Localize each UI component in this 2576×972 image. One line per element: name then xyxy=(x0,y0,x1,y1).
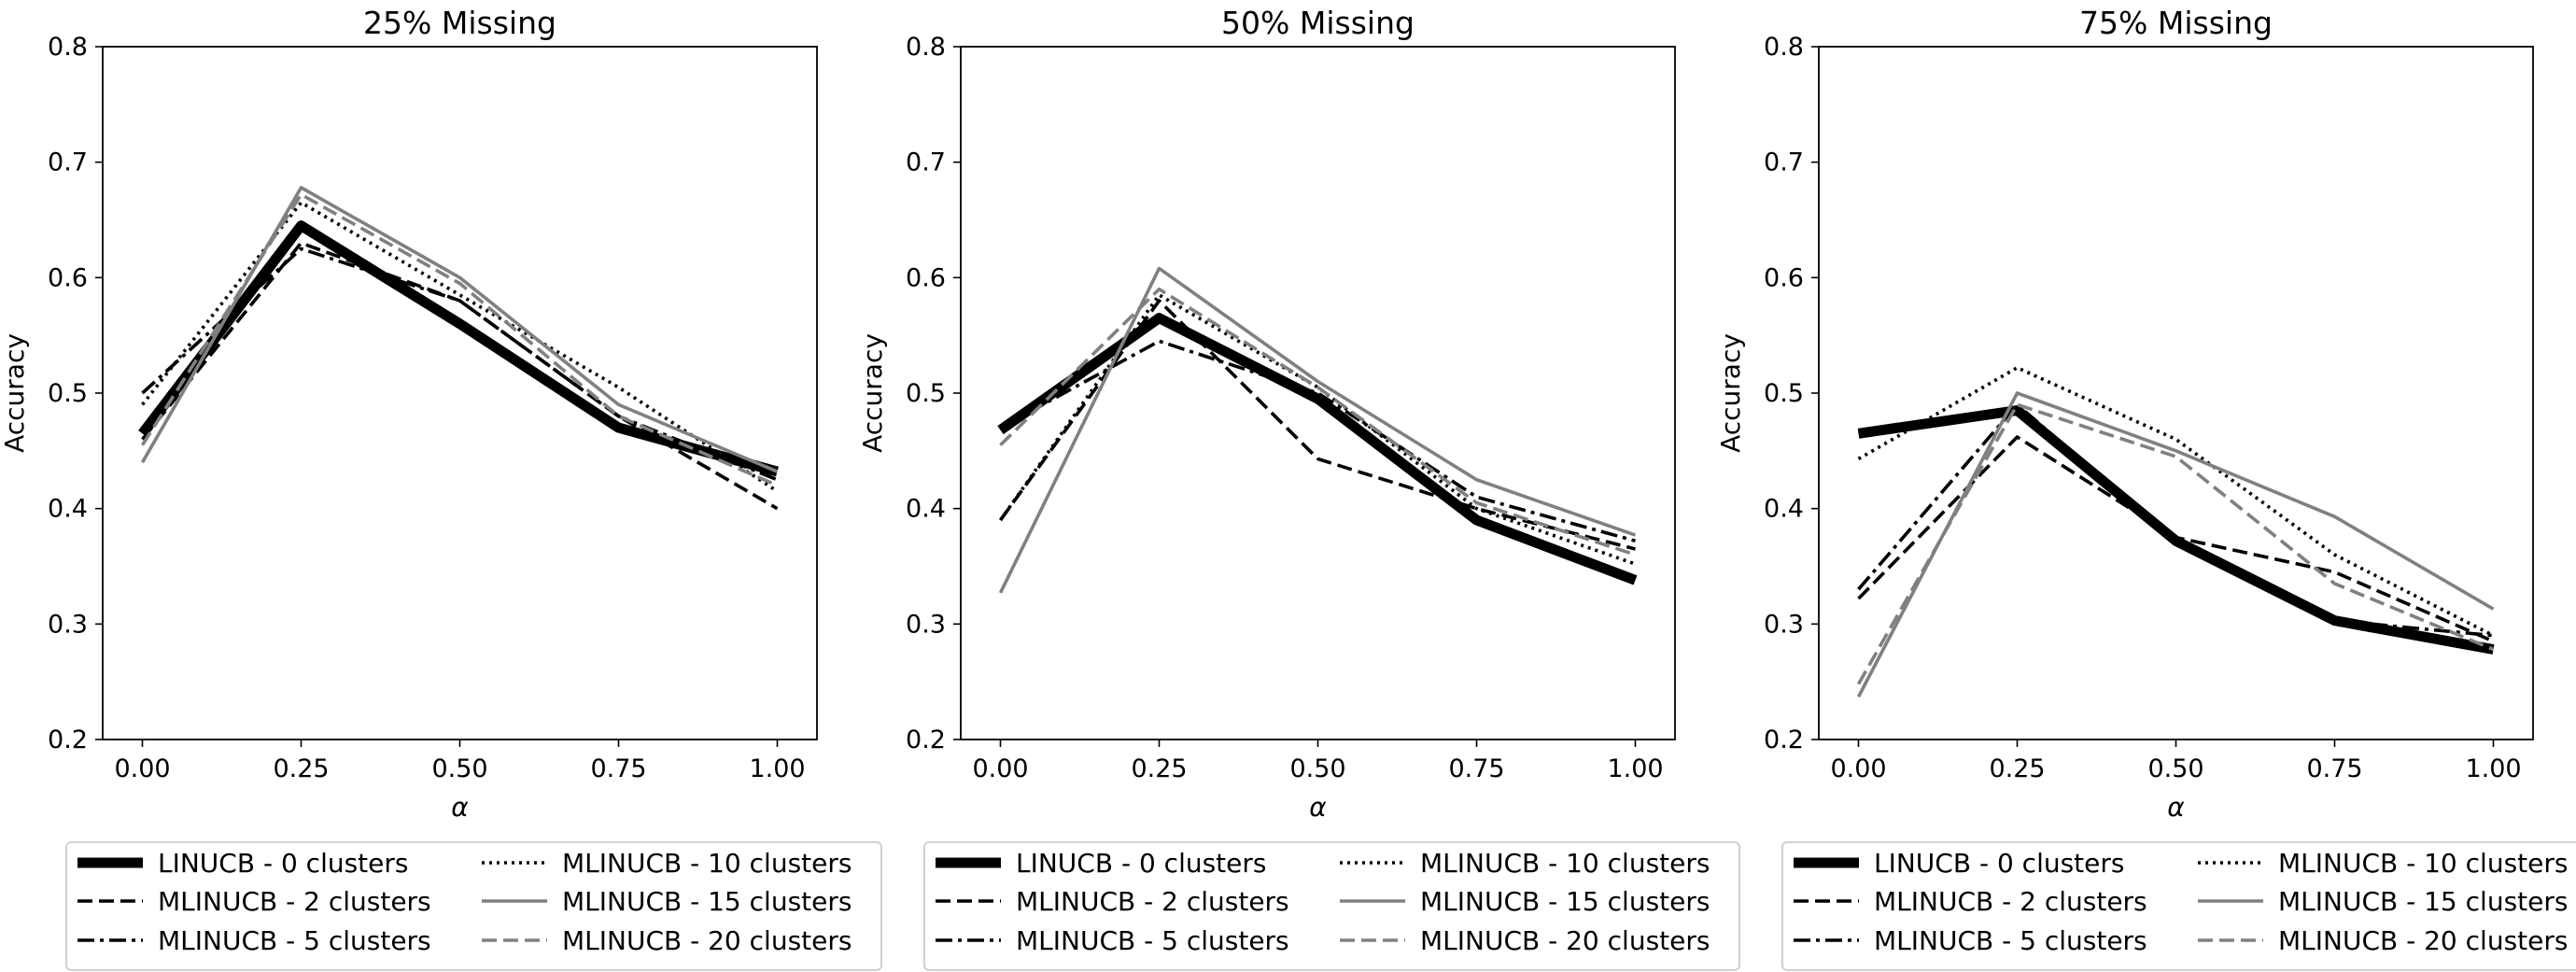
plot-frame xyxy=(102,46,818,740)
chart-panel-2: 50% Missing 0.2 0.3 0.4 0.5 0.6 0.7 0.8 0.00 0.25… xyxy=(857,5,1740,971)
x-tick-label: 0.75 xyxy=(1448,754,1504,783)
series-line-3 xyxy=(1857,402,2494,638)
y-tick-label: 0.6 xyxy=(48,263,88,292)
y-tick-label: 0.4 xyxy=(1764,495,1804,524)
y-axis-label: Accuracy xyxy=(0,333,30,453)
x-tick-label: 0.75 xyxy=(590,754,646,783)
chart-title: 25% Missing xyxy=(363,5,556,41)
legend-label: MLINUCB - 15 clusters xyxy=(562,886,852,917)
legend-label: MLINUCB - 2 clusters xyxy=(158,886,431,917)
y-tick-label: 0.2 xyxy=(1764,725,1804,754)
y-tick-label: 0.6 xyxy=(1764,263,1804,292)
plot-frame xyxy=(1818,46,2534,740)
legend-label: LINUCB - 0 clusters xyxy=(1016,848,1267,879)
series-line-5 xyxy=(998,266,1637,594)
y-tick-label: 0.8 xyxy=(1764,33,1804,62)
legend-box xyxy=(65,841,882,971)
y-axis-label: Accuracy xyxy=(1715,333,1746,453)
y-tick-label: 0.3 xyxy=(1764,610,1804,639)
legend-label: MLINUCB - 5 clusters xyxy=(1874,925,2147,956)
y-tick-label: 0.7 xyxy=(48,148,88,177)
x-tick-label: 1.00 xyxy=(749,754,805,783)
chart-title: 50% Missing xyxy=(1221,5,1415,41)
legend-label: MLINUCB - 10 clusters xyxy=(2278,848,2568,879)
x-tick-label: 0.25 xyxy=(273,754,329,783)
chart-panel-3: 75% Missing 0.2 0.3 0.4 0.5 0.6 0.7 0.8 0.00 0.25… xyxy=(1715,5,2576,971)
x-tick-label: 0.00 xyxy=(1830,754,1886,783)
series-line-2 xyxy=(999,299,1636,551)
series-line-4 xyxy=(1857,365,2495,638)
y-tick-label: 0.7 xyxy=(906,148,946,177)
series-line-6 xyxy=(999,287,1637,556)
chart-panel-1: 25% Missing 0.2 0.3 0.4 0.5 0.6 0.7 0.8 0.00 0.25… xyxy=(0,5,882,971)
x-tick-label: 0.25 xyxy=(1989,754,2045,783)
chart-title: 75% Missing xyxy=(2079,5,2273,41)
legend-label: MLINUCB - 2 clusters xyxy=(1016,886,1289,917)
legend-label: MLINUCB - 15 clusters xyxy=(2278,886,2568,917)
y-tick-label: 0.6 xyxy=(906,263,946,292)
x-axis-label: α xyxy=(451,792,469,823)
x-tick-label: 0.75 xyxy=(2306,754,2362,783)
legend-label: MLINUCB - 10 clusters xyxy=(562,848,852,879)
y-tick-label: 0.5 xyxy=(1764,379,1804,408)
legend-label: MLINUCB - 2 clusters xyxy=(1874,886,2147,917)
series-line-5 xyxy=(1856,391,2495,698)
legend-box xyxy=(1781,841,2576,971)
y-tick-label: 0.5 xyxy=(48,379,88,408)
x-tick-label: 0.00 xyxy=(114,754,170,783)
x-axis-label: α xyxy=(1309,792,1327,823)
y-tick-label: 0.8 xyxy=(906,33,946,62)
legend-label: MLINUCB - 20 clusters xyxy=(1420,925,1710,956)
legend-box xyxy=(923,841,1740,971)
series-line-1 xyxy=(997,313,1638,585)
series-line-3 xyxy=(999,339,1636,543)
y-tick-label: 0.4 xyxy=(906,495,946,524)
legend-label: MLINUCB - 15 clusters xyxy=(1420,886,1710,917)
series-line-1 xyxy=(138,220,779,477)
y-tick-label: 0.2 xyxy=(48,725,88,754)
x-tick-label: 0.50 xyxy=(1289,754,1345,783)
x-tick-label: 0.50 xyxy=(431,754,487,783)
legend-label: MLINUCB - 5 clusters xyxy=(1016,925,1289,956)
legend-label: MLINUCB - 20 clusters xyxy=(562,925,852,956)
x-axis-label: α xyxy=(2167,792,2185,823)
y-tick-label: 0.4 xyxy=(48,495,88,524)
series-line-1 xyxy=(1857,405,2495,655)
legend-label: MLINUCB - 5 clusters xyxy=(158,925,431,956)
legend: LINUCB - 0 clusters MLINUCB - 2 clusters M… xyxy=(65,841,882,971)
x-tick-label: 0.50 xyxy=(2147,754,2203,783)
y-tick-label: 0.3 xyxy=(906,610,946,639)
legend-label: MLINUCB - 10 clusters xyxy=(1420,848,1710,879)
legend-label: LINUCB - 0 clusters xyxy=(1874,848,2125,879)
legend: LINUCB - 0 clusters MLINUCB - 2 clusters M… xyxy=(1781,841,2576,971)
x-tick-label: 0.25 xyxy=(1131,754,1187,783)
x-tick-label: 1.00 xyxy=(1607,754,1663,783)
legend-label: LINUCB - 0 clusters xyxy=(158,848,409,879)
x-tick-label: 0.00 xyxy=(972,754,1028,783)
series-line-6 xyxy=(140,192,779,487)
legend-label: MLINUCB - 20 clusters xyxy=(2278,925,2568,956)
series-line-4 xyxy=(141,201,779,493)
plot-frame xyxy=(960,46,1676,740)
y-tick-label: 0.2 xyxy=(906,725,946,754)
series-line-3 xyxy=(141,247,779,482)
y-tick-label: 0.8 xyxy=(48,33,88,62)
y-tick-label: 0.5 xyxy=(906,379,946,408)
x-tick-label: 1.00 xyxy=(2465,754,2521,783)
y-axis-label: Accuracy xyxy=(857,333,888,453)
legend: LINUCB - 0 clusters MLINUCB - 2 clusters M… xyxy=(923,841,1740,971)
y-tick-label: 0.3 xyxy=(48,610,88,639)
y-tick-label: 0.7 xyxy=(1764,148,1804,177)
